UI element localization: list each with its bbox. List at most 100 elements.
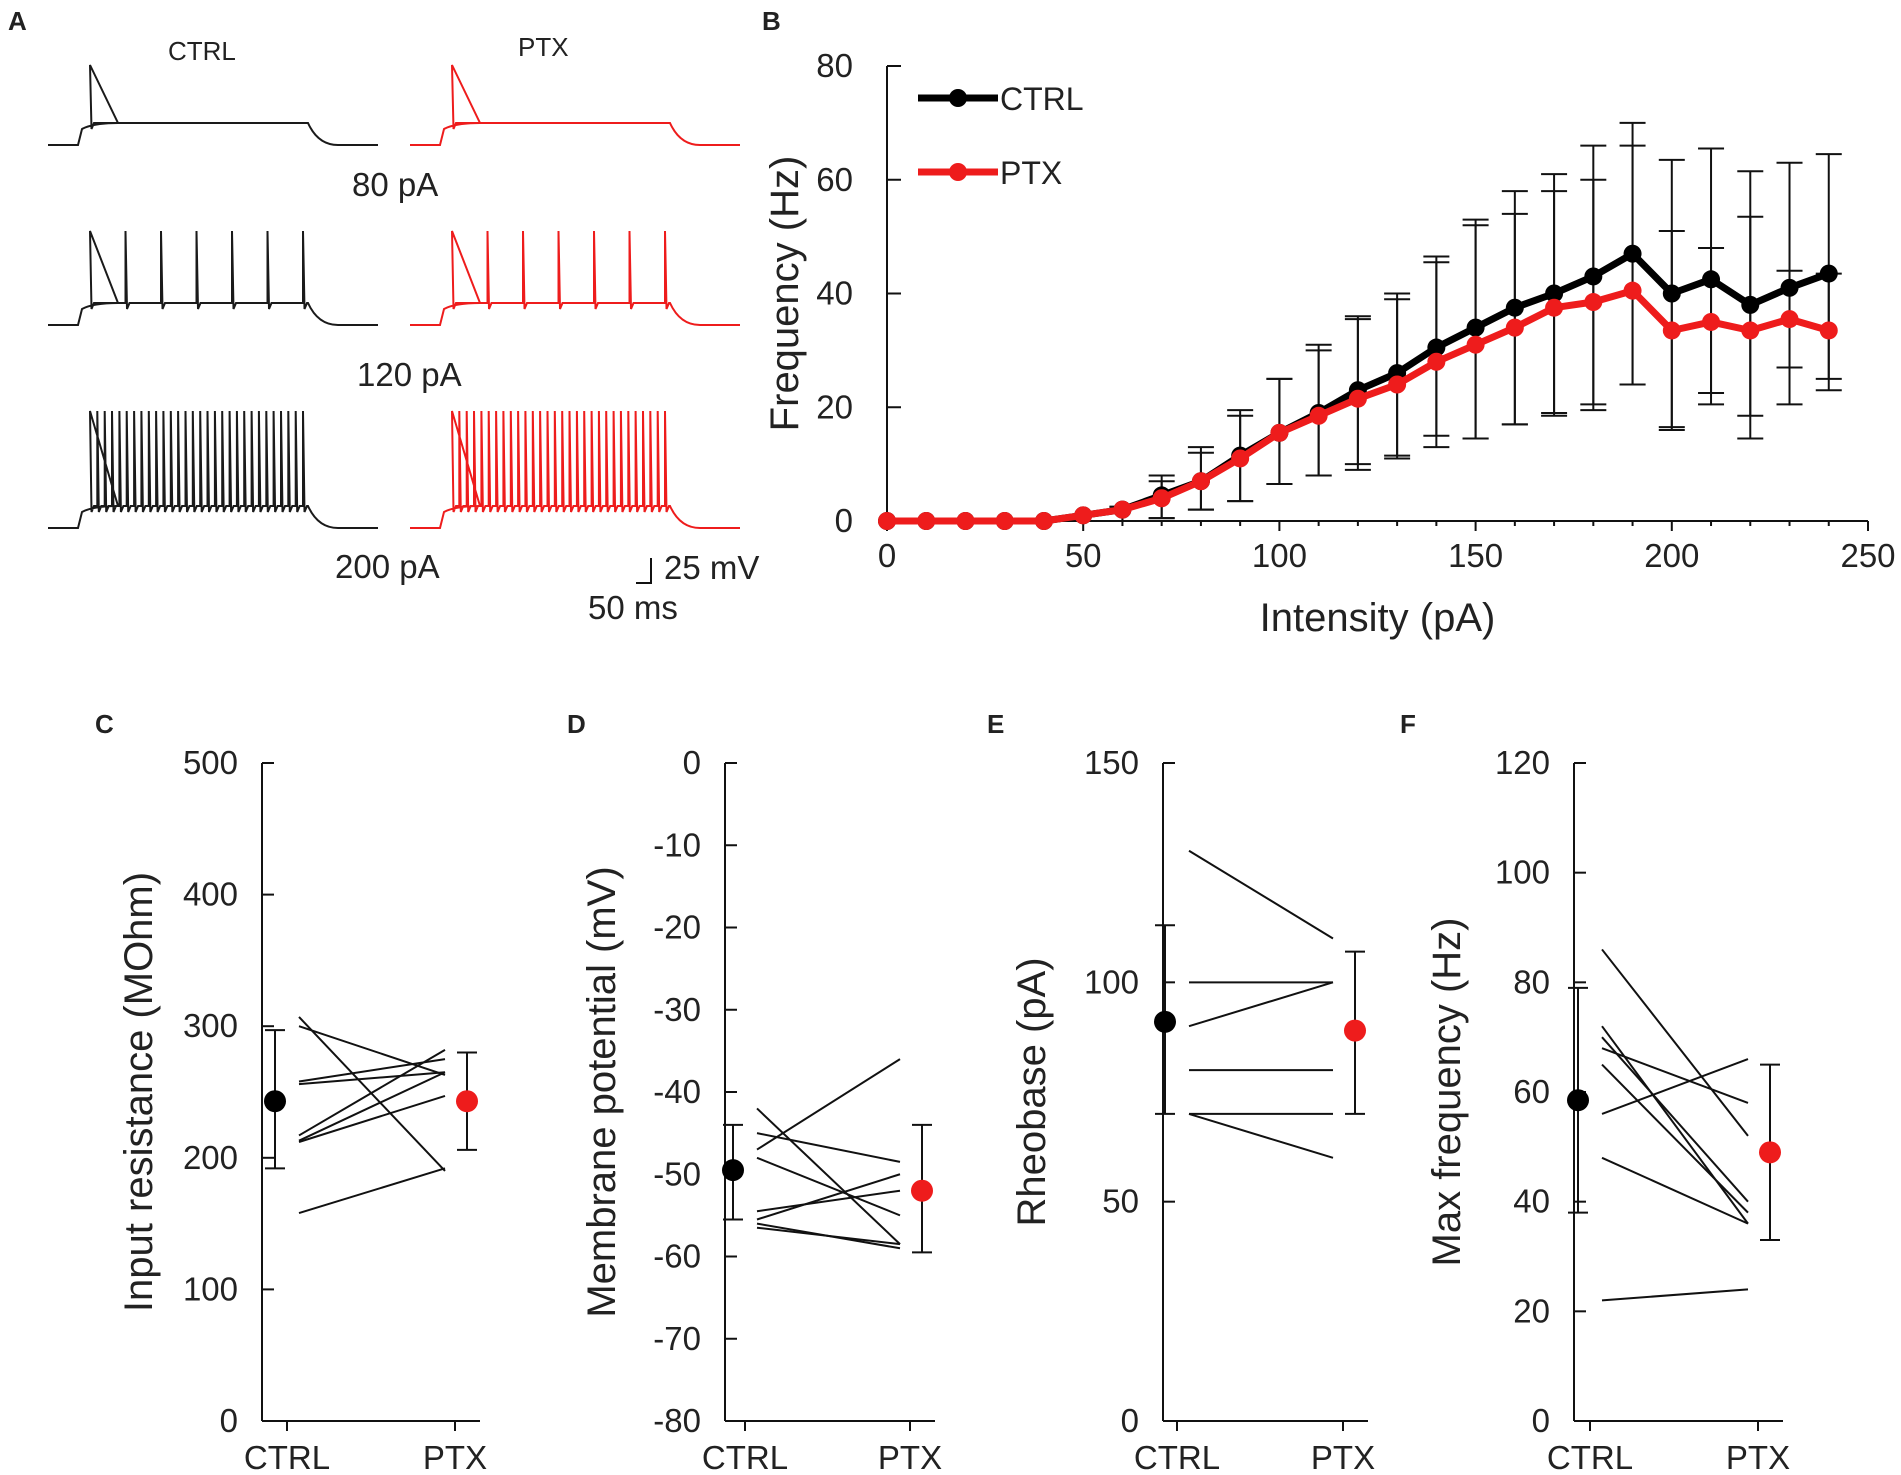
b-point-ptx — [1388, 375, 1407, 394]
b-point-ctrl — [1623, 244, 1642, 263]
b-point-ptx — [1466, 335, 1485, 354]
b-point-ptx — [1113, 500, 1132, 519]
c-y-tick-label: 100 — [183, 1270, 238, 1307]
b-point-ptx — [1231, 449, 1250, 468]
panel-label-b: B — [762, 6, 781, 36]
e-mean-point-ctrl — [1154, 1010, 1176, 1033]
b-point-ptx — [1505, 318, 1524, 337]
d-y-tick-label: -60 — [653, 1238, 701, 1275]
panel-f: F 0 20 40 60 80 100 120 CTRL PTX Max frequency (H… — [1400, 709, 1790, 1475]
b-point-ptx — [1270, 423, 1289, 442]
b-point-ptx — [956, 512, 975, 530]
ctrl-trace-120pa — [48, 230, 378, 326]
b-y-tick-label: 40 — [816, 275, 853, 312]
f-y-tick-label: 80 — [1513, 963, 1550, 1000]
d-pair-line — [756, 1058, 901, 1151]
panel-label-a: A — [8, 6, 27, 36]
ctrl-column-title: CTRL — [168, 36, 236, 66]
c-y-tick-label: 200 — [183, 1139, 238, 1176]
b-legend-swatch-marker — [949, 89, 967, 107]
current-label-200: 200 pA — [335, 548, 440, 585]
e-y-tick-label: 150 — [1084, 744, 1139, 781]
scale-bar — [636, 558, 652, 584]
e-y-tick-label: 100 — [1084, 963, 1139, 1000]
c-y-tick-label: 300 — [183, 1007, 238, 1044]
e-pair-line — [1188, 849, 1334, 940]
b-point-ctrl — [1584, 267, 1603, 286]
d-x-tick-label-ctrl: CTRL — [702, 1439, 788, 1475]
b-point-ptx — [1348, 389, 1367, 408]
b-point-ptx — [1702, 312, 1721, 331]
c-y-tick-label: 500 — [183, 744, 238, 781]
c-y-tick-label: 400 — [183, 876, 238, 913]
panel-e: E 0 50 100 150 CTRL PTX Rheobase (pA) — [987, 709, 1375, 1475]
c-pair-line — [298, 1167, 446, 1215]
scale-bar-time-label: 50 ms — [588, 589, 678, 626]
b-x-tick-label: 50 — [1065, 537, 1102, 574]
f-mean-point-ctrl — [1567, 1089, 1589, 1112]
c-x-tick-label-ptx: PTX — [423, 1439, 487, 1475]
c-y-axis-title: Input resistance (MOhm) — [117, 872, 161, 1312]
d-mean-point-ctrl — [722, 1159, 744, 1182]
e-pair-line — [1188, 1112, 1334, 1159]
f-pair-line — [1601, 1058, 1749, 1115]
current-label-80: 80 pA — [352, 166, 438, 203]
b-y-tick-label: 20 — [816, 388, 853, 425]
ptx-trace-80pa — [410, 64, 740, 146]
e-paired-lines — [1188, 849, 1334, 1159]
c-x-tick-label-ctrl: CTRL — [244, 1439, 330, 1475]
b-x-axis-title: Intensity (pA) — [1260, 596, 1496, 640]
f-pair-line — [1601, 948, 1749, 1137]
b-point-ptx — [1545, 298, 1564, 317]
voltage-traces — [48, 64, 740, 529]
d-pair-line — [756, 1173, 901, 1221]
d-pair-line — [756, 1107, 901, 1245]
b-point-ptx — [995, 512, 1014, 530]
c-pair-line — [298, 1016, 446, 1172]
f-x-tick-label-ctrl: CTRL — [1547, 1439, 1633, 1475]
ptx-trace-120pa — [410, 230, 740, 326]
ptx-column-title: PTX — [518, 32, 569, 62]
c-mean-point-ptx — [456, 1090, 478, 1113]
panel-label-e: E — [987, 709, 1004, 739]
panel-label-c: C — [95, 709, 114, 739]
scale-bar-voltage-label: 25 mV — [664, 549, 759, 586]
b-x-tick-label: 250 — [1840, 537, 1895, 574]
current-label-120: 120 pA — [357, 356, 462, 393]
f-x-tick-label-ptx: PTX — [1726, 1439, 1790, 1475]
b-point-ptx — [1780, 310, 1799, 329]
c-pair-line — [298, 1058, 446, 1083]
b-point-ptx — [1191, 472, 1210, 491]
d-pair-line — [756, 1156, 901, 1217]
b-point-ptx — [1584, 293, 1603, 312]
b-y-tick-label: 60 — [816, 161, 853, 198]
b-legend-swatch-marker — [949, 163, 967, 181]
b-legend: CTRL PTX — [918, 81, 1084, 191]
panel-label-f: F — [1400, 709, 1416, 739]
f-y-tick-label: 40 — [1513, 1183, 1550, 1220]
b-point-ctrl — [1427, 338, 1446, 357]
d-y-tick-label: -30 — [653, 991, 701, 1028]
f-pair-line — [1601, 1047, 1749, 1104]
ctrl-trace-200pa — [48, 410, 378, 529]
b-point-ptx — [1819, 321, 1838, 340]
f-mean-point-ptx — [1759, 1141, 1781, 1164]
f-pair-line — [1601, 1025, 1749, 1225]
f-y-tick-label: 100 — [1495, 854, 1550, 891]
d-y-axis-title: Membrane potential (mV) — [580, 866, 624, 1317]
f-pair-line — [1601, 1063, 1749, 1214]
b-series-line-ptx — [878, 281, 1838, 530]
f-pair-line — [1601, 1288, 1749, 1302]
b-x-tick-label: 150 — [1448, 537, 1503, 574]
b-point-ptx — [878, 512, 896, 530]
e-y-tick-label: 50 — [1102, 1183, 1139, 1220]
e-mean-point-ptx — [1344, 1019, 1366, 1042]
e-pair-line — [1188, 981, 1334, 1028]
d-y-tick-label: 0 — [683, 744, 701, 781]
d-y-tick-label: -20 — [653, 909, 701, 946]
b-point-ctrl — [1780, 278, 1799, 297]
d-pair-line — [756, 1132, 901, 1163]
b-x-tick-label: 0 — [878, 537, 896, 574]
b-point-ptx — [1309, 406, 1328, 425]
